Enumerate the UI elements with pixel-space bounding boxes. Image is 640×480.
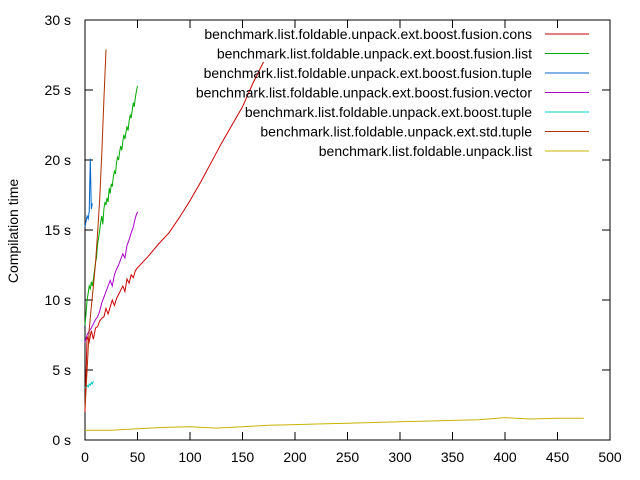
- y-tick-label: 20 s: [45, 152, 71, 168]
- legend-label-7: benchmark.list.foldable.unpack.list: [319, 143, 532, 159]
- y-tick-label: 10 s: [45, 292, 71, 308]
- x-tick-label: 500: [598, 449, 622, 465]
- x-tick-label: 150: [231, 449, 255, 465]
- legend-label-2: benchmark.list.foldable.unpack.ext.boost…: [217, 46, 532, 62]
- x-tick-label: 200: [283, 449, 307, 465]
- x-tick-label: 450: [546, 449, 570, 465]
- legend-label-5: benchmark.list.foldable.unpack.ext.boost…: [245, 104, 532, 120]
- x-tick-label: 100: [178, 449, 202, 465]
- legend-label-1: benchmark.list.foldable.unpack.ext.boost…: [204, 26, 532, 42]
- legend: benchmark.list.foldable.unpack.ext.boost…: [196, 26, 589, 159]
- y-tick-label: 5 s: [52, 362, 71, 378]
- series-line-6: [84, 49, 107, 410]
- x-tick-label: 50: [130, 449, 146, 465]
- plot-border: [84, 19, 611, 441]
- series-line-7: [85, 417, 584, 431]
- x-tick-label: 350: [441, 449, 465, 465]
- legend-label-4: benchmark.list.foldable.unpack.ext.boost…: [196, 85, 533, 101]
- x-tick-label: 400: [493, 449, 517, 465]
- y-tick-label: 25 s: [45, 82, 71, 98]
- series-line-4: [84, 211, 138, 343]
- x-tick-label: 0: [81, 449, 89, 465]
- series-lines: [84, 49, 584, 431]
- y-tick-label: 0 s: [52, 432, 71, 448]
- series-line-1: [84, 61, 264, 413]
- plot-frame: [84, 19, 611, 441]
- series-line-3: [84, 158, 93, 228]
- x-tick-label: 250: [336, 449, 360, 465]
- x-tick-label: 300: [388, 449, 412, 465]
- series-line-2: [84, 85, 138, 326]
- legend-label-3: benchmark.list.foldable.unpack.ext.boost…: [204, 65, 533, 81]
- y-tick-label: 15 s: [45, 222, 71, 238]
- y-tick-label: 30 s: [45, 12, 71, 28]
- axis-ticks: 0 50 100 150 200 250 300 350 400 450 500 0 s 5 s 10 s…: [45, 12, 622, 465]
- legend-label-6: benchmark.list.foldable.unpack.ext.std.t…: [260, 124, 532, 140]
- y-axis-title: Compilation time: [5, 179, 21, 283]
